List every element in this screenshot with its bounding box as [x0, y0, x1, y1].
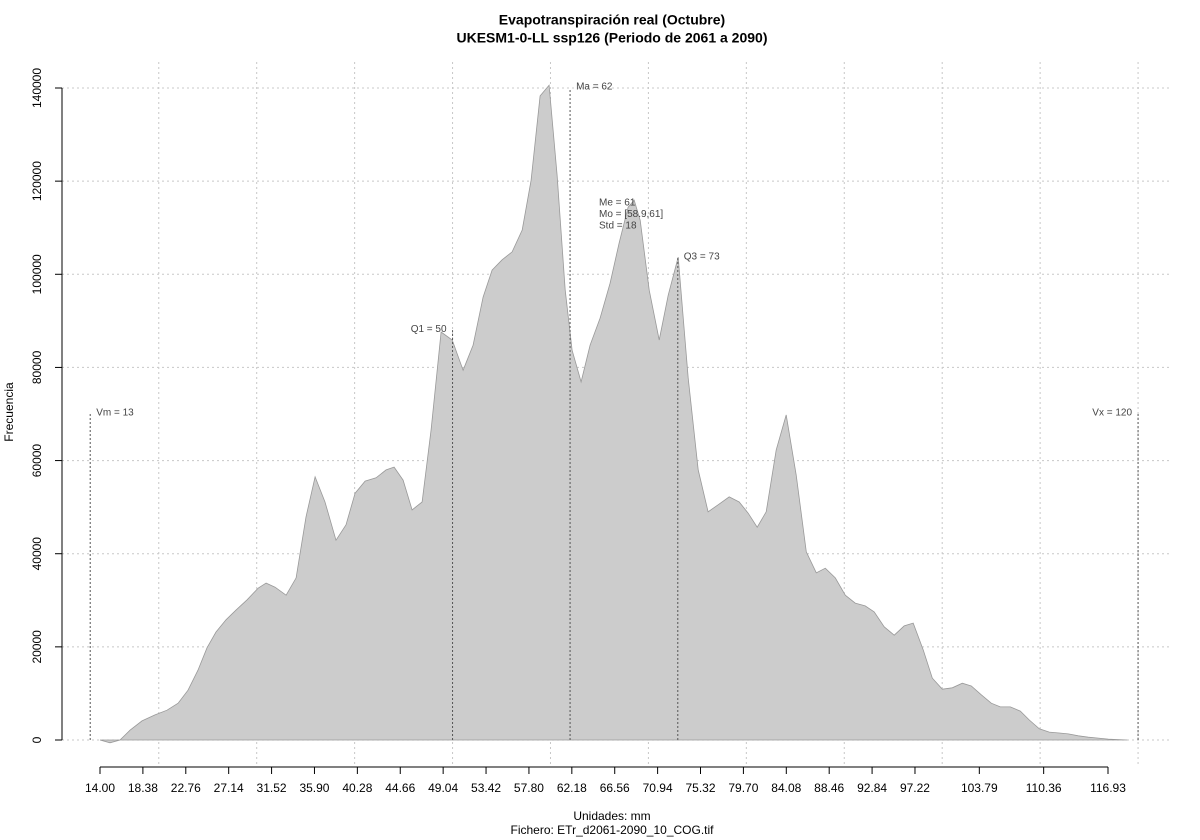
x-tick-label: 53.42: [471, 781, 501, 795]
x-tick-label: 79.70: [728, 781, 758, 795]
y-tick-label: 20000: [30, 630, 44, 664]
chart-title: Evapotranspiración real (Octubre): [499, 12, 725, 28]
x-tick-label: 31.52: [257, 781, 287, 795]
y-tick-label: 80000: [30, 350, 44, 384]
caption: Fichero: ETr_d2061-2090_10_COG.tif: [511, 823, 715, 837]
x-tick-label: 49.04: [428, 781, 458, 795]
x-tick-label: 14.00: [85, 781, 115, 795]
annotation-label: Ma = 62: [576, 82, 613, 93]
x-axis-label: Unidades: mm: [573, 809, 650, 823]
y-tick-label: 0: [30, 736, 44, 743]
x-tick-label: 22.76: [171, 781, 201, 795]
x-tick-label: 110.36: [1026, 781, 1062, 795]
x-tick-label: 66.56: [600, 781, 630, 795]
x-tick-label: 92.84: [857, 781, 887, 795]
y-tick-label: 140000: [30, 68, 44, 108]
x-tick-label: 97.22: [900, 781, 930, 795]
x-tick-label: 70.94: [643, 781, 673, 795]
x-tick-label: 75.32: [685, 781, 715, 795]
x-tick-label: 27.14: [214, 781, 244, 795]
stats-label: Mo = [58.9,61]: [599, 209, 663, 220]
y-tick-label: 100000: [30, 254, 44, 294]
annotation-label: Vm = 13: [96, 408, 134, 419]
x-tick-label: 57.80: [514, 781, 544, 795]
annotation-label: Q1 = 50: [411, 324, 447, 335]
chart-subtitle: UKESM1-0-LL ssp126 (Periodo de 2061 a 20…: [457, 30, 768, 46]
stats-label: Std = 18: [599, 221, 637, 232]
y-tick-label: 120000: [30, 161, 44, 201]
y-axis-label: Frecuencia: [2, 382, 16, 442]
x-tick-label: 103.79: [961, 781, 998, 795]
area: [99, 84, 1128, 744]
stats-label: Me = 61: [599, 198, 636, 209]
x-tick-label: 62.18: [557, 781, 587, 795]
y-tick-label: 60000: [30, 444, 44, 478]
x-tick-label: 84.08: [771, 781, 801, 795]
x-tick-label: 18.38: [128, 781, 158, 795]
x-tick-label: 44.66: [385, 781, 415, 795]
annotation-label: Q3 = 73: [684, 252, 720, 263]
x-tick-label: 35.90: [299, 781, 329, 795]
y-tick-label: 40000: [30, 537, 44, 571]
x-tick-label: 40.28: [342, 781, 372, 795]
annotation-label: Vx = 120: [1092, 408, 1132, 419]
x-tick-label: 88.46: [814, 781, 844, 795]
x-tick-label: 116.93: [1090, 781, 1126, 795]
